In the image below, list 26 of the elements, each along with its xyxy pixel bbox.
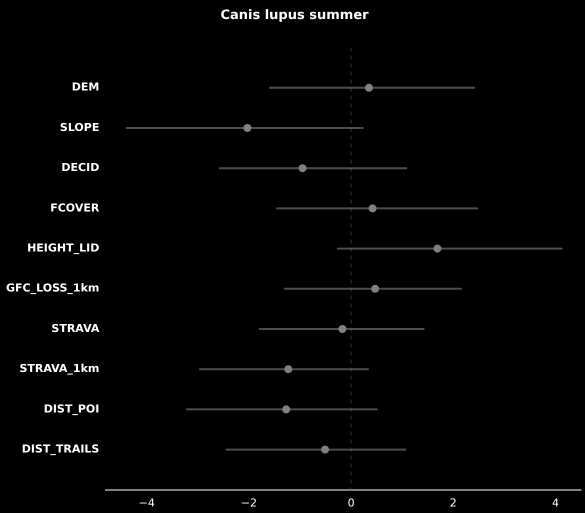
y-tick-label: DIST_POI bbox=[44, 402, 100, 416]
point bbox=[243, 124, 252, 132]
point bbox=[371, 284, 380, 293]
y-tick-label: STRAVA_1km bbox=[19, 362, 100, 376]
point bbox=[321, 446, 330, 454]
point bbox=[282, 405, 290, 414]
point bbox=[368, 204, 377, 212]
y-tick-label: DIST_TRAILS bbox=[22, 442, 100, 456]
y-tick-label: GFC_LOSS_1km bbox=[6, 282, 100, 295]
y-tick-label: DECID bbox=[61, 161, 100, 174]
chart-title: Canis lupus summer bbox=[220, 8, 370, 24]
x-tick-label: 4 bbox=[552, 496, 559, 510]
point bbox=[433, 244, 442, 253]
y-tick-label: HEIGHT_LID bbox=[27, 241, 100, 254]
point bbox=[338, 325, 346, 333]
x-tick-label: −2 bbox=[240, 496, 258, 510]
point bbox=[298, 164, 307, 172]
point bbox=[284, 365, 292, 374]
point bbox=[364, 84, 373, 92]
x-tick-label: −4 bbox=[138, 496, 155, 510]
y-tick-label: FCOVER bbox=[50, 201, 100, 214]
y-tick-label: STRAVA bbox=[51, 322, 100, 335]
x-tick-label: 0 bbox=[348, 496, 355, 510]
x-tick-label: 2 bbox=[450, 496, 457, 510]
y-tick-label: SLOPE bbox=[60, 120, 100, 134]
y-tick-label: DEM bbox=[72, 80, 100, 94]
